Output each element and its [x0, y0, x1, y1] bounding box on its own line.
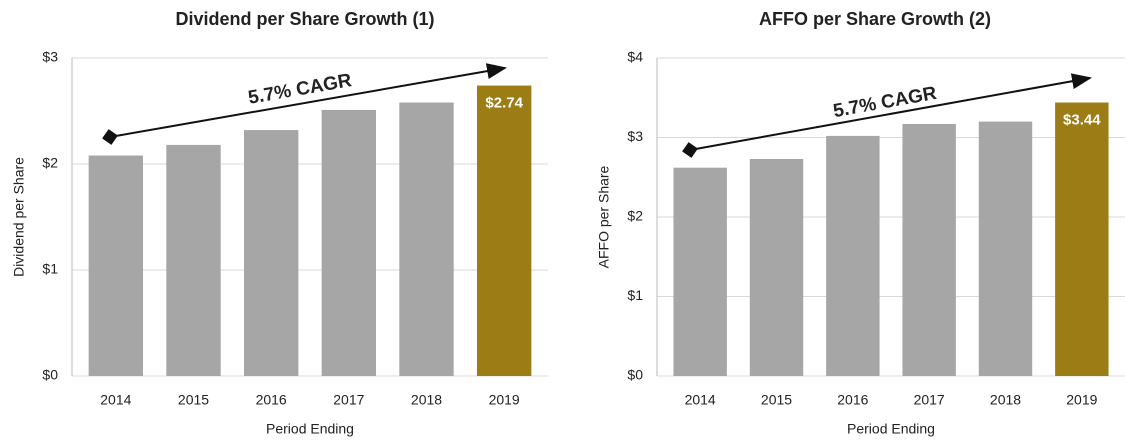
bar — [749, 158, 804, 376]
bar — [321, 109, 377, 376]
y-tick-label: $0 — [627, 367, 643, 383]
x-tick-label: 2014 — [685, 392, 716, 408]
cagr-arrow — [102, 63, 507, 145]
bar — [978, 121, 1033, 376]
x-tick-label: 2016 — [837, 392, 868, 408]
y-axis-label: Dividend per Share — [11, 157, 27, 277]
x-tick-label: 2015 — [761, 392, 792, 408]
cagr-arrow — [682, 73, 1092, 158]
x-tick-label: 2019 — [489, 392, 520, 408]
annotation: 5.7% CAGR — [832, 83, 939, 122]
bar — [1055, 102, 1109, 377]
bar — [826, 135, 880, 376]
y-tick-label: $1 — [627, 287, 643, 303]
y-tick-label: $4 — [627, 49, 643, 65]
value-label: $3.44 — [1063, 111, 1101, 128]
x-tick-label: 2015 — [178, 392, 209, 408]
chart-title: AFFO per Share Growth (2) — [759, 9, 991, 29]
bar — [902, 123, 956, 376]
x-axis-label: Period Ending — [847, 421, 935, 437]
bar — [243, 130, 299, 376]
x-tick-label: 2017 — [914, 392, 945, 408]
y-tick-label: $1 — [42, 261, 58, 277]
bar — [476, 85, 532, 376]
chart-title: Dividend per Share Growth (1) — [175, 9, 434, 29]
x-tick-label: 2019 — [1066, 392, 1097, 408]
x-tick-label: 2014 — [100, 392, 131, 408]
bar — [88, 155, 144, 376]
bar — [673, 167, 727, 376]
y-axis-label: AFFO per Share — [596, 165, 612, 268]
value-label: $2.74 — [485, 95, 523, 112]
x-tick-label: 2018 — [411, 392, 442, 408]
x-axis-label: Period Ending — [266, 421, 354, 437]
y-tick-label: $0 — [42, 367, 58, 383]
x-tick-label: 2017 — [333, 392, 364, 408]
x-tick-label: 2016 — [256, 392, 287, 408]
y-tick-label: $2 — [627, 208, 643, 224]
y-tick-label: $3 — [42, 49, 58, 65]
bar — [399, 102, 454, 377]
y-tick-label: $2 — [42, 155, 58, 171]
y-tick-label: $3 — [627, 128, 643, 144]
bar — [166, 144, 221, 376]
x-tick-label: 2018 — [990, 392, 1021, 408]
